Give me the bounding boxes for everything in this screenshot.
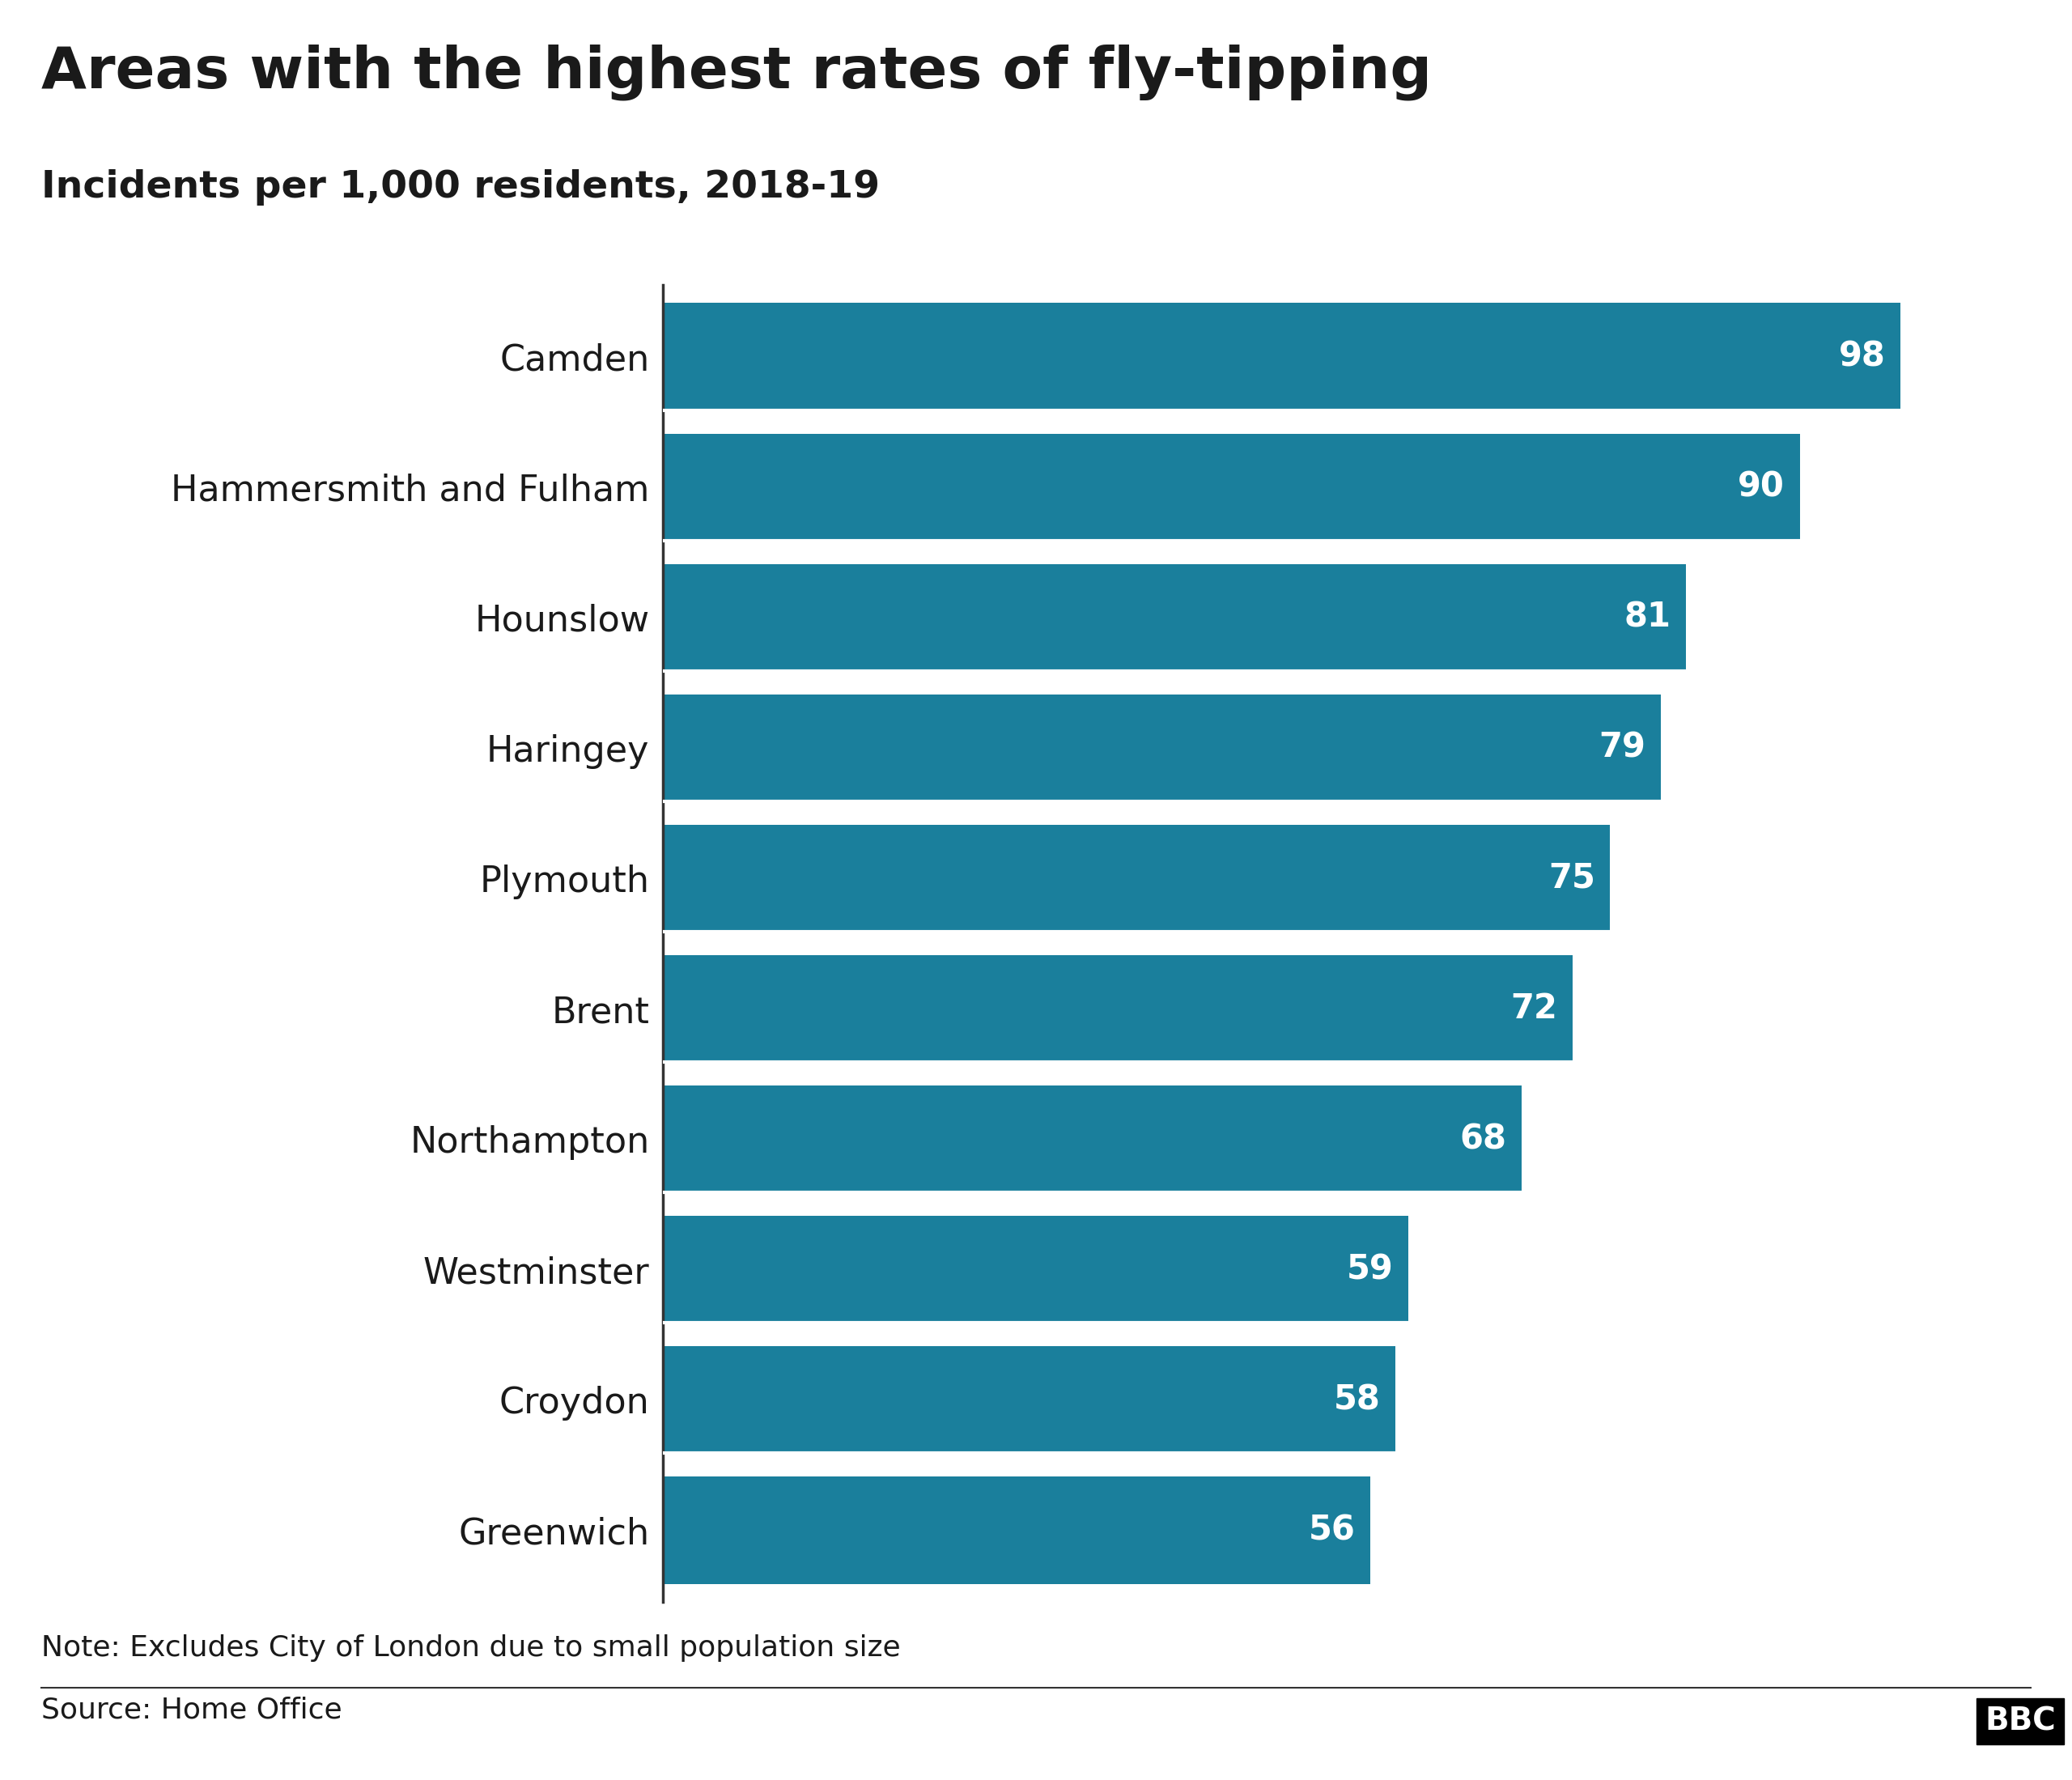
Text: 72: 72 (1510, 991, 1558, 1025)
Bar (663, 1086, 1521, 1193)
Text: 58: 58 (1334, 1383, 1380, 1417)
Text: 90: 90 (1738, 470, 1784, 504)
Bar (663, 564, 1687, 671)
Bar (663, 1216, 1409, 1323)
Bar (663, 956, 1573, 1063)
Text: Areas with the highest rates of fly-tipping: Areas with the highest rates of fly-tipp… (41, 44, 1432, 101)
Bar (663, 1477, 1370, 1584)
Bar (663, 694, 1662, 801)
Text: 98: 98 (1838, 340, 1886, 374)
Bar (663, 303, 1900, 409)
Text: 56: 56 (1307, 1513, 1355, 1547)
Bar (663, 824, 1610, 931)
Text: 79: 79 (1600, 732, 1645, 765)
Text: Note: Excludes City of London due to small population size: Note: Excludes City of London due to sma… (41, 1634, 901, 1661)
Bar (663, 1346, 1397, 1452)
Bar (663, 434, 1801, 541)
Text: BBC: BBC (1985, 1705, 2055, 1737)
Text: 68: 68 (1461, 1121, 1506, 1155)
Text: 75: 75 (1548, 862, 1595, 895)
Text: 81: 81 (1624, 600, 1670, 634)
Text: Source: Home Office: Source: Home Office (41, 1696, 342, 1723)
Text: Incidents per 1,000 residents, 2018-19: Incidents per 1,000 residents, 2018-19 (41, 169, 881, 205)
Text: 59: 59 (1347, 1253, 1392, 1287)
